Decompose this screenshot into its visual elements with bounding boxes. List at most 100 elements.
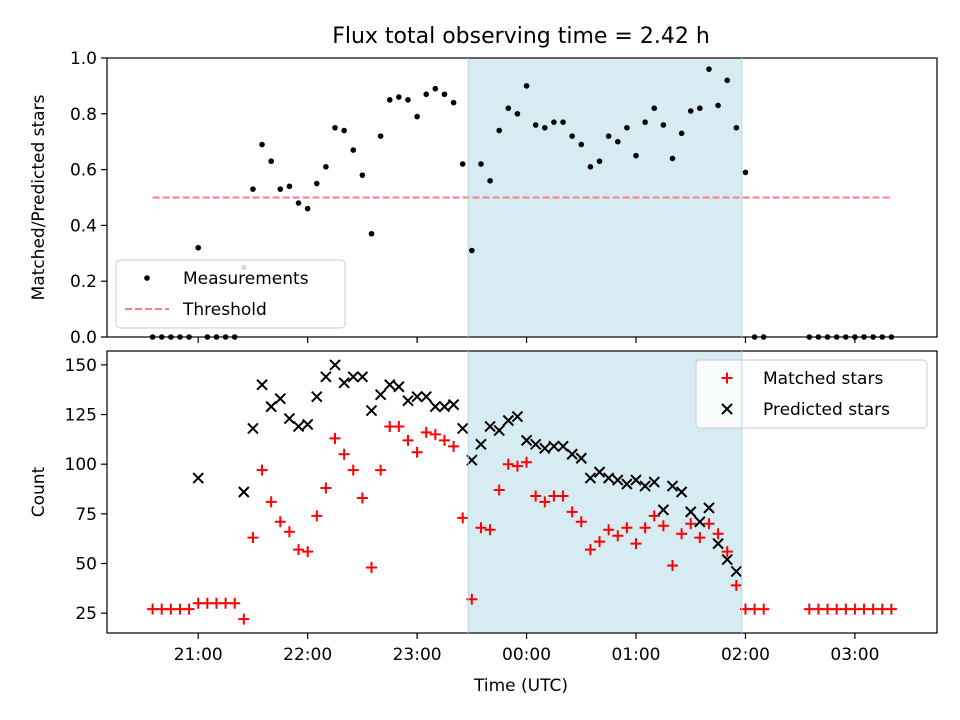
matched-star-point — [694, 532, 706, 544]
measurement-point — [724, 77, 731, 84]
matched-star-point — [721, 546, 733, 558]
matched-star-point — [293, 544, 305, 556]
measurement-point — [678, 130, 685, 137]
matched-star-point — [730, 579, 742, 591]
measurement-point — [323, 164, 329, 170]
matched-star-point — [375, 464, 387, 476]
y-tick-label: 0.0 — [70, 328, 97, 348]
matched-star-point — [356, 492, 368, 504]
predicted-star-point — [612, 474, 624, 486]
matched-star-point — [238, 613, 250, 625]
matched-star-point — [493, 484, 505, 496]
predicted-star-point — [712, 537, 724, 550]
y-tick-label: 0.2 — [70, 272, 97, 292]
legend-box — [695, 359, 928, 429]
measurement-point — [268, 158, 274, 165]
measurement-point — [377, 133, 384, 139]
predicted-star-point — [320, 371, 332, 383]
measurement-point — [614, 138, 621, 145]
y-tick-label: 1.0 — [70, 49, 97, 69]
matched-star-point — [712, 528, 724, 540]
predicted-star-point — [429, 400, 442, 413]
measurement-point — [733, 124, 740, 131]
predicted-star-point — [511, 410, 524, 423]
measurement-point — [487, 177, 493, 184]
matched-star-point — [639, 522, 651, 534]
predicted-star-point — [411, 390, 423, 403]
y-tick-label: 75 — [75, 505, 97, 525]
legend-label: Predicted stars — [763, 400, 890, 420]
predicted-star-point — [283, 412, 296, 425]
measurement-point — [423, 91, 430, 98]
count-points — [147, 359, 897, 625]
measurement-point — [432, 85, 439, 92]
x-axis-label: Time (UTC) — [473, 676, 568, 696]
y-tick-label: 125 — [65, 406, 97, 426]
measurement-point — [560, 119, 566, 125]
predicted-star-point — [265, 400, 277, 413]
predicted-star-point — [529, 438, 542, 451]
matched-star-point — [438, 434, 450, 446]
y-tick-label: 50 — [75, 554, 97, 574]
matched-star-point — [657, 520, 669, 532]
measurement-point — [496, 127, 502, 134]
top-x-ticks — [197, 337, 856, 343]
predicted-star-point — [520, 434, 533, 447]
predicted-star-point — [374, 388, 387, 401]
measurement-points — [149, 66, 895, 340]
predicted-star-point — [274, 392, 287, 405]
measurement-point — [450, 99, 457, 106]
measurement-point — [414, 113, 420, 120]
matched-star-point — [256, 464, 268, 476]
matched-star-point — [229, 597, 241, 609]
bottom-axes-frame — [106, 350, 938, 634]
y-tick-label: 0.8 — [70, 105, 97, 125]
matched-star-point — [584, 544, 596, 556]
top-legend: Measurements Threshold — [115, 259, 346, 329]
matched-star-point — [621, 522, 633, 534]
matched-star-point — [393, 420, 405, 432]
matched-star-point — [594, 536, 606, 548]
matched-star-point — [265, 496, 277, 508]
matched-star-point — [511, 460, 523, 472]
predicted-star-point — [721, 553, 733, 566]
matched-star-point — [247, 532, 259, 544]
measurement-point — [551, 119, 557, 125]
measurement-point — [596, 158, 603, 165]
matched-star-point — [603, 524, 615, 536]
predicted-star-point — [384, 379, 396, 391]
y-tick-label: 150 — [65, 356, 97, 376]
predicted-star-point — [447, 398, 460, 411]
matched-star-point — [612, 530, 624, 542]
predicted-star-point — [648, 476, 660, 488]
legend-label: Measurements — [183, 269, 309, 289]
predicted-star-point — [475, 438, 487, 451]
matched-star-point — [411, 446, 423, 458]
predicted-star-point — [311, 390, 323, 403]
predicted-star-point — [484, 420, 496, 433]
matched-star-point — [530, 490, 542, 502]
predicted-star-point — [192, 472, 204, 484]
predicted-star-point — [685, 506, 697, 518]
matched-star-point — [429, 428, 441, 440]
matched-star-point — [302, 546, 314, 558]
measurement-point — [332, 124, 338, 131]
measurement-point — [368, 230, 375, 237]
predicted-star-point — [539, 442, 551, 455]
measurement-point — [742, 169, 749, 176]
measurement-point — [405, 97, 411, 103]
predicted-star-point — [338, 377, 350, 389]
top-panel: 0.0 0.2 0.4 0.6 0.8 1.0 Matched/Predicted sta… — [29, 49, 938, 348]
measurement-point — [697, 105, 703, 112]
matched-star-point — [648, 510, 660, 522]
matched-star-point — [338, 448, 350, 460]
x-tick-label: 03:00 — [830, 645, 879, 665]
legend-marker-measurements — [144, 275, 150, 281]
matched-star-point — [676, 528, 688, 540]
measurement-point — [195, 244, 202, 251]
measurement-point — [350, 147, 357, 153]
predicted-star-point — [593, 466, 606, 478]
matched-star-point — [448, 440, 460, 452]
y-tick-label: 0.4 — [70, 216, 97, 236]
